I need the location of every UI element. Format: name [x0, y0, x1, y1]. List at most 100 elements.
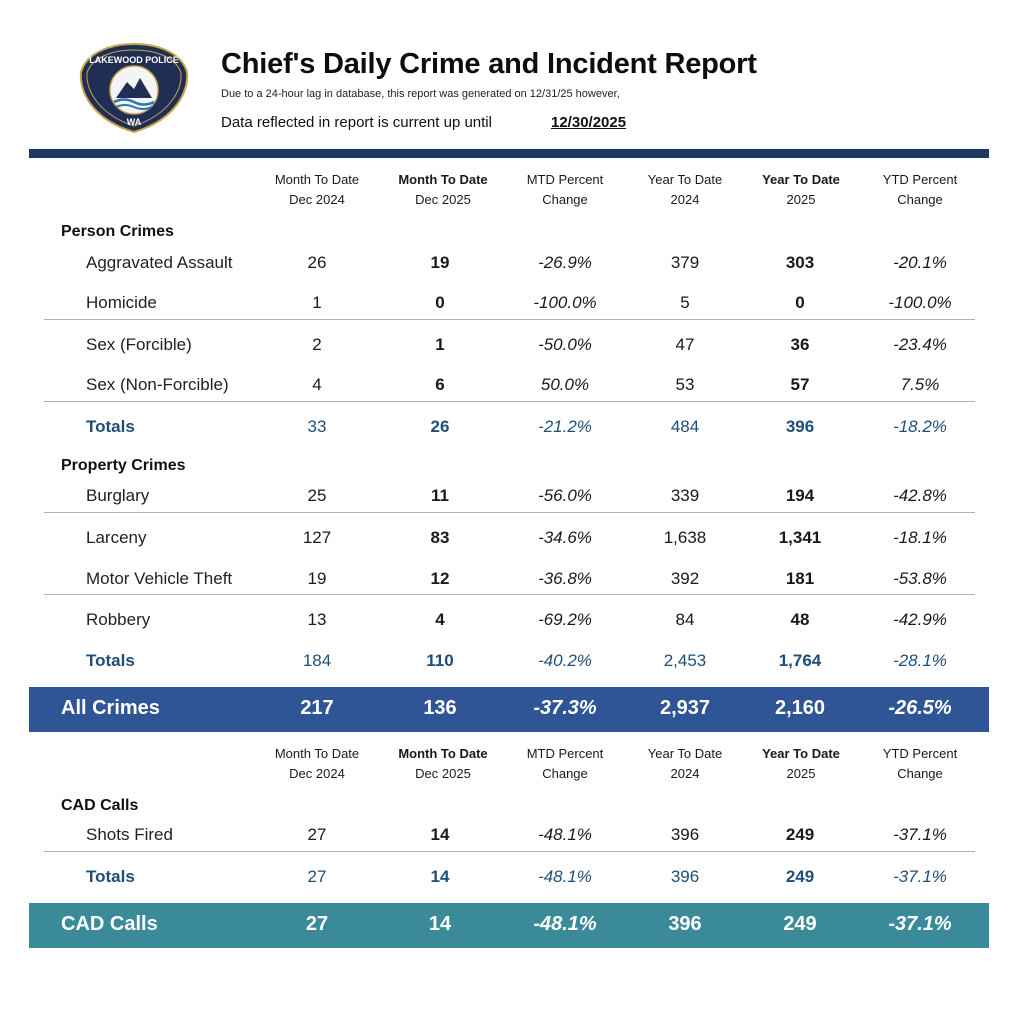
- row-label: Robbery: [86, 610, 151, 629]
- column-header-line: 2025: [786, 192, 816, 207]
- column-header-line: 2024: [670, 766, 700, 781]
- ytd-change-cell: -18.1%: [893, 528, 947, 547]
- mtd-2025-cell: 83: [430, 528, 450, 547]
- ytd-2025-cell: 396: [785, 417, 815, 436]
- mtd-2025-cell: 12: [430, 569, 450, 588]
- row-label: Larceny: [86, 528, 147, 547]
- ytd-2024-cell: 84: [675, 610, 695, 629]
- mtd-2024-cell: 27: [307, 867, 327, 886]
- row-label: Sex (Forcible): [86, 335, 192, 354]
- ytd-change-cell: -42.9%: [893, 610, 947, 629]
- mtd-2025-cell: 14: [430, 825, 450, 844]
- ytd-2025-cell: 48: [790, 610, 810, 629]
- mtd-2025-cell: 19: [430, 253, 450, 272]
- badge-top-text: LAKEWOOD POLICE: [89, 55, 179, 65]
- mtd-2024-cell: 26: [307, 253, 327, 272]
- ytd-2025-cell: 303: [785, 253, 815, 272]
- row-label: Homicide: [86, 293, 157, 312]
- row-label: All Crimes: [61, 697, 160, 719]
- mtd-2024-cell: 127: [302, 528, 332, 547]
- ytd-2025-cell: 249: [785, 825, 815, 844]
- column-header-line: YTD Percent: [882, 746, 958, 761]
- ytd-2024-cell: 396: [668, 913, 702, 935]
- mtd-2025-cell: 0: [435, 293, 445, 312]
- row-label: Totals: [86, 651, 135, 670]
- row-label: Totals: [86, 417, 135, 436]
- column-header-line: Year To Date: [647, 172, 723, 187]
- table-row: Aggravated Assault 26 19 -26.9% 379 303 -20.1…: [0, 253, 1017, 277]
- row-label: CAD Calls: [61, 913, 158, 935]
- mtd-change-cell: -26.9%: [538, 253, 592, 272]
- table-row: Larceny 127 83 -34.6% 1,638 1,341 -18.1%: [0, 528, 1017, 552]
- ytd-2025-cell: 0: [795, 293, 805, 312]
- column-header-line: Month To Date: [398, 746, 488, 761]
- column-header-line: Year To Date: [762, 746, 840, 761]
- ytd-2024-cell: 53: [675, 375, 695, 394]
- ytd-2024-cell: 392: [670, 569, 700, 588]
- mtd-change-cell: -21.2%: [538, 417, 592, 436]
- ytd-2025-cell: 36: [790, 335, 810, 354]
- header-divider-bar: [29, 149, 989, 158]
- column-header-line: 2024: [670, 192, 700, 207]
- table-row: Robbery 13 4 -69.2% 84 48 -42.9%: [0, 610, 1017, 634]
- totals-row-cad: Totals 27 14 -48.1% 396 249 -37.1%: [0, 867, 1017, 891]
- column-header-line: Year To Date: [647, 746, 723, 761]
- mtd-2025-cell: 14: [428, 913, 452, 935]
- report-header: LAKEWOOD POLICE WA Chief's Daily Crime a…: [0, 0, 1017, 150]
- mtd-change-cell: -50.0%: [538, 335, 592, 354]
- row-divider: [44, 512, 975, 513]
- ytd-2024-cell: 484: [670, 417, 700, 436]
- ytd-2024-cell: 2,937: [659, 697, 711, 719]
- ytd-change-cell: -37.1%: [893, 867, 947, 886]
- section-title-cad-calls: CAD Calls: [61, 797, 139, 814]
- row-divider: [44, 319, 975, 320]
- column-header-line: Dec 2024: [289, 766, 345, 781]
- data-current-label: Data reflected in report is current up u…: [221, 114, 492, 131]
- column-header-line: Month To Date: [274, 172, 360, 187]
- table-row: Sex (Non-Forcible) 4 6 50.0% 53 57 7.5%: [0, 375, 1017, 399]
- mtd-2025-cell: 1: [435, 335, 445, 354]
- mtd-2025-cell: 26: [430, 417, 450, 436]
- ytd-2025-cell: 57: [790, 375, 810, 394]
- ytd-2024-cell: 396: [670, 825, 700, 844]
- col-header-ytd-change: YTD Percent Change: [860, 170, 980, 210]
- mtd-change-cell: -48.1%: [538, 825, 592, 844]
- column-header-line: Year To Date: [762, 172, 840, 187]
- ytd-2025-cell: 1,341: [778, 528, 822, 547]
- mtd-change-cell: -40.2%: [538, 651, 592, 670]
- mtd-change-cell: -36.8%: [538, 569, 592, 588]
- lag-note: Due to a 24-hour lag in database, this r…: [221, 88, 620, 100]
- all-crimes-summary-bar: All Crimes 217 136 -37.3% 2,937 2,160 -26.5%: [29, 687, 989, 732]
- ytd-2024-cell: 379: [670, 253, 700, 272]
- badge-bottom-text: WA: [127, 117, 142, 127]
- ytd-change-cell: -37.1%: [888, 913, 952, 935]
- row-divider: [44, 401, 975, 402]
- page-title: Chief's Daily Crime and Incident Report: [221, 48, 757, 80]
- ytd-change-cell: -53.8%: [893, 569, 947, 588]
- col-header-mtd-2025: Month To Date Dec 2025: [387, 170, 499, 210]
- ytd-2024-cell: 47: [675, 335, 695, 354]
- column-header-line: Month To Date: [398, 172, 488, 187]
- column-header-line: Month To Date: [274, 746, 360, 761]
- mtd-2024-cell: 1: [312, 293, 322, 312]
- column-header-line: YTD Percent: [882, 172, 958, 187]
- data-current-date: 12/30/2025: [551, 114, 627, 131]
- mtd-change-cell: 50.0%: [540, 375, 590, 394]
- ytd-change-cell: -100.0%: [888, 293, 952, 312]
- row-divider: [44, 594, 975, 595]
- row-label: Shots Fired: [86, 825, 173, 844]
- mtd-change-cell: -48.1%: [538, 867, 592, 886]
- ytd-2025-cell: 249: [785, 867, 815, 886]
- ytd-change-cell: -26.5%: [888, 697, 952, 719]
- ytd-2025-cell: 1,764: [778, 651, 822, 670]
- col-header-ytd-2025: Year To Date 2025: [750, 170, 852, 210]
- totals-row-person: Totals 33 26 -21.2% 484 396 -18.2%: [0, 417, 1017, 441]
- ytd-2024-cell: 1,638: [663, 528, 707, 547]
- col-header-mtd-change: MTD Percent Change: [505, 170, 625, 210]
- ytd-2024-cell: 339: [670, 486, 700, 505]
- row-label: Aggravated Assault: [86, 253, 233, 272]
- table-row: Homicide 1 0 -100.0% 5 0 -100.0%: [0, 293, 1017, 317]
- data-current-line: Data reflected in report is current up u…: [221, 114, 626, 131]
- ytd-2024-cell: 5: [680, 293, 690, 312]
- row-label: Totals: [86, 867, 135, 886]
